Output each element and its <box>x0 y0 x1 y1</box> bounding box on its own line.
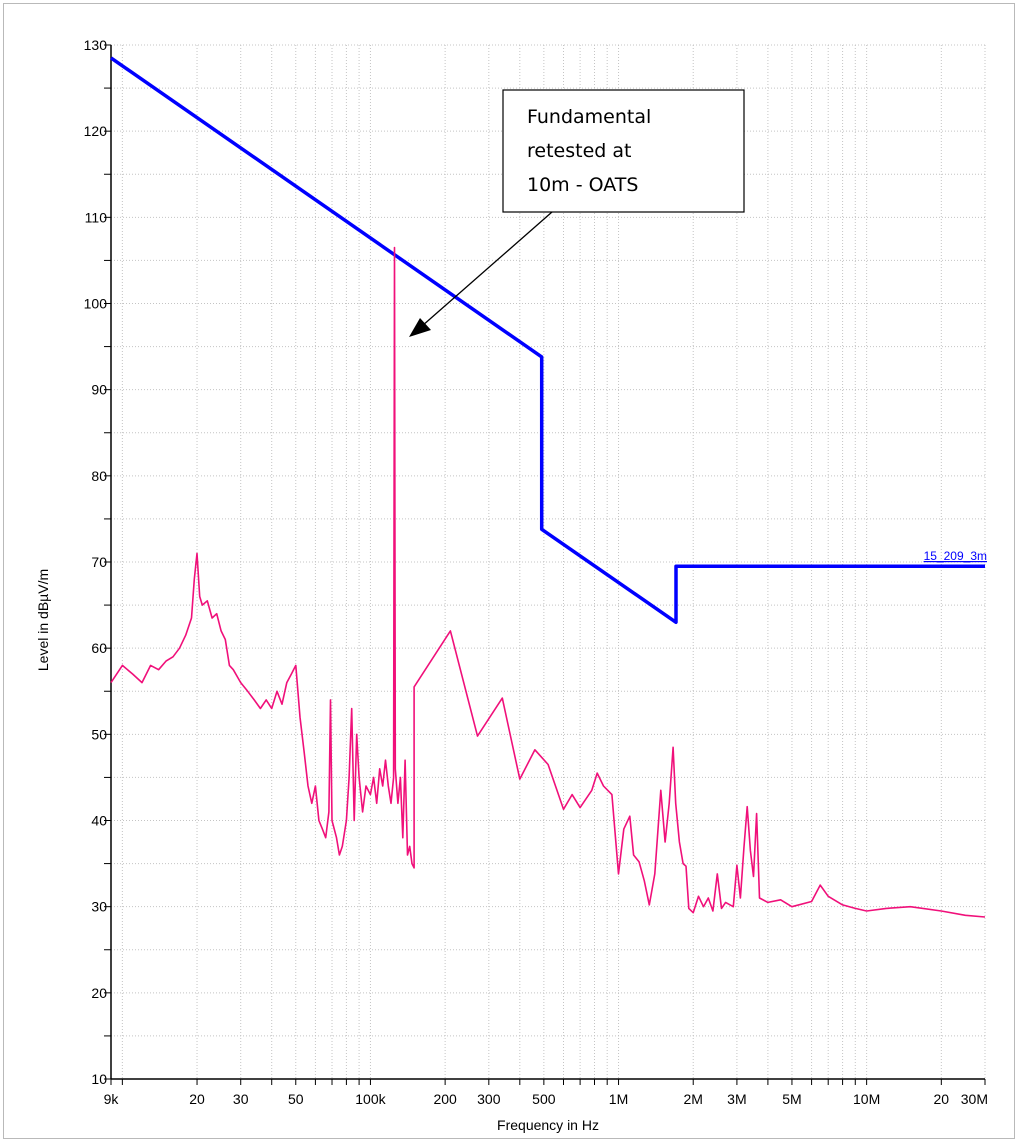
y-tick-label: 10 <box>91 1071 107 1087</box>
y-tick-label: 110 <box>85 209 108 225</box>
y-axis-title: Level in dBµV/m <box>35 569 51 671</box>
annotation-arrow-head <box>409 318 431 337</box>
x-tick-label: 2M <box>683 1091 702 1107</box>
x-axis-title: Frequency in Hz <box>497 1117 599 1133</box>
y-tick-label: 30 <box>91 899 107 915</box>
x-tick-label: 20 <box>189 1091 205 1107</box>
y-tick-label: 50 <box>91 726 107 742</box>
y-tick-label: 40 <box>91 813 107 829</box>
axes <box>110 45 985 1080</box>
y-tick-label: 100 <box>84 296 108 312</box>
annotation-callout: Fundamental retested at 10m - OATS <box>409 89 745 337</box>
x-tick-label: 3M <box>727 1091 746 1107</box>
y-tick-label: 130 <box>84 37 108 53</box>
grid <box>110 44 986 1080</box>
y-tick-label: 90 <box>91 382 107 398</box>
series-layer <box>110 56 986 918</box>
annotation-line-2: retested at <box>527 140 631 162</box>
annotation-line-1: Fundamental <box>527 106 651 128</box>
limit-line-15-209-3m <box>110 56 985 625</box>
x-tick-label: 9k <box>104 1091 120 1107</box>
y-tick-label: 60 <box>91 640 107 656</box>
x-tick-label: 30 <box>233 1091 249 1107</box>
annotation-line-3: 10m - OATS <box>527 174 638 196</box>
y-tick-label: 80 <box>91 468 107 484</box>
x-tick-label: 100k <box>355 1091 386 1107</box>
x-tick-label: 1M <box>609 1091 628 1107</box>
y-tick-label: 20 <box>91 985 107 1001</box>
emission-chart: 10 20 30 40 50 60 70 80 90 100 110 120 130 9k 20 30 50 10… <box>35 37 988 1133</box>
x-tick-label: 5M <box>782 1091 801 1107</box>
limit-line-label: 15_209_3m <box>924 549 987 563</box>
x-tick-label: 300 <box>477 1091 501 1107</box>
annotation-box <box>502 89 745 213</box>
x-tick-label: 30M <box>961 1091 988 1107</box>
x-tick-label: 20 <box>934 1091 950 1107</box>
x-tick-label: 50 <box>288 1091 304 1107</box>
tick-labels: 10 20 30 40 50 60 70 80 90 100 110 120 130 9k 20 30 50 10… <box>84 37 988 1107</box>
x-tick-label: 500 <box>532 1091 556 1107</box>
measured-emission-trace <box>110 246 986 918</box>
x-tick-label: 10M <box>853 1091 880 1107</box>
y-tick-label: 120 <box>84 123 108 139</box>
annotation-arrow-line <box>421 211 553 327</box>
y-tick-label: 70 <box>91 554 107 570</box>
x-tick-label: 200 <box>433 1091 457 1107</box>
axis-ticks <box>104 44 986 1085</box>
chart-frame: 10 20 30 40 50 60 70 80 90 100 110 120 130 9k 20 30 50 10… <box>3 3 1015 1139</box>
